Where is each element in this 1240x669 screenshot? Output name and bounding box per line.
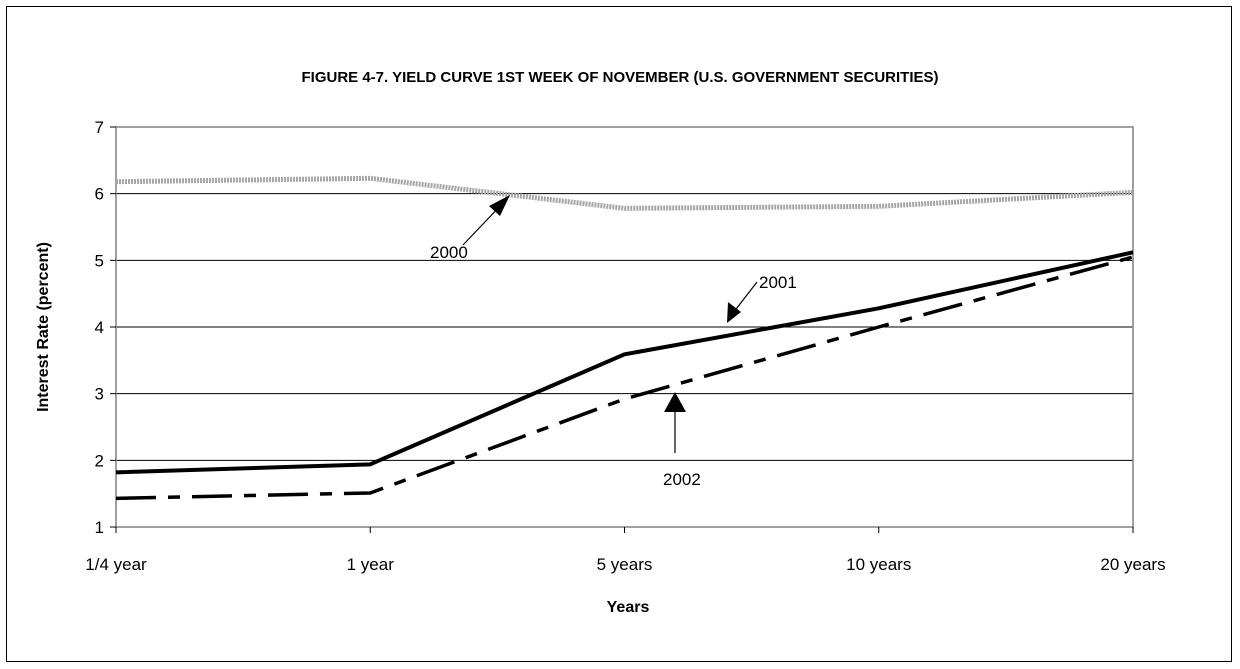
y-tick-label: 2 [95, 451, 104, 470]
y-tick-label: 7 [95, 118, 104, 137]
x-tick-label: 20 years [1100, 555, 1165, 574]
series-line-2000 [115, 175, 1134, 211]
chart-frame [6, 6, 1232, 662]
y-tick-label: 3 [95, 385, 104, 404]
x-axis-tick-labels: 1/4 year 1 year 5 years 10 years 20 years [85, 527, 1166, 574]
y-axis-tick-labels: 1 2 3 4 5 6 7 [95, 118, 116, 537]
x-axis-title: Years [607, 599, 650, 616]
series-line-2002 [115, 255, 1134, 501]
y-tick-label: 1 [95, 518, 104, 537]
series-lines [115, 175, 1134, 501]
annotation-2002-arrowhead [664, 392, 686, 412]
gridlines [116, 193, 1133, 461]
x-tick-label: 1/4 year [85, 555, 147, 574]
annotation-2001-arrow-line [732, 281, 758, 314]
series-line-2001 [115, 250, 1134, 475]
x-tick-label: 1 year [347, 555, 395, 574]
x-tick-label: 5 years [597, 555, 653, 574]
y-tick-label: 5 [95, 251, 104, 270]
x-tick-label: 10 years [846, 555, 911, 574]
chart-title: FIGURE 4-7. YIELD CURVE 1ST WEEK OF NOVE… [301, 69, 938, 86]
annotation-2000-label: 2000 [430, 243, 468, 262]
y-tick-label: 6 [95, 185, 104, 204]
annotation-2001-arrowhead [727, 302, 741, 323]
annotation-2002-label: 2002 [663, 470, 701, 489]
y-axis-title: Interest Rate (percent) [35, 242, 52, 412]
series-annotations: 2000 2001 2002 [430, 195, 797, 489]
annotation-2001-label: 2001 [759, 273, 797, 292]
y-tick-label: 4 [95, 318, 104, 337]
annotation-2000-arrowhead [489, 195, 510, 216]
